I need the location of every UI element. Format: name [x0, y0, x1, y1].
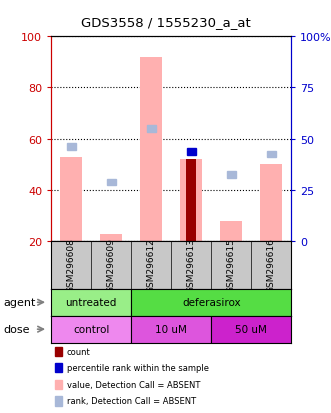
Bar: [211, 316, 291, 343]
Text: deferasirox: deferasirox: [182, 297, 241, 308]
Text: untreated: untreated: [66, 297, 117, 308]
Bar: [186, 160, 196, 242]
Text: GSM296608: GSM296608: [67, 238, 76, 293]
Bar: [140, 57, 162, 242]
Text: GSM296616: GSM296616: [267, 238, 276, 293]
Text: rank, Detection Call = ABSENT: rank, Detection Call = ABSENT: [67, 396, 196, 406]
Bar: [131, 316, 211, 343]
Text: 50 uM: 50 uM: [235, 324, 267, 335]
Bar: [180, 160, 202, 242]
Text: GSM296612: GSM296612: [147, 238, 156, 293]
Text: dose: dose: [3, 324, 30, 335]
Bar: [51, 316, 131, 343]
Text: value, Detection Call = ABSENT: value, Detection Call = ABSENT: [67, 380, 200, 389]
Bar: [147, 126, 156, 132]
Bar: [107, 180, 116, 186]
Text: 10 uM: 10 uM: [155, 324, 187, 335]
Text: GSM296613: GSM296613: [187, 238, 196, 293]
Bar: [60, 157, 82, 242]
Text: count: count: [67, 347, 91, 356]
Text: control: control: [73, 324, 110, 335]
Text: GSM296609: GSM296609: [107, 238, 116, 293]
Bar: [267, 152, 276, 158]
Bar: [131, 289, 291, 316]
Text: agent: agent: [3, 297, 36, 308]
Bar: [67, 144, 76, 150]
Text: GDS3558 / 1555230_a_at: GDS3558 / 1555230_a_at: [81, 16, 250, 29]
Bar: [227, 172, 236, 178]
Text: GSM296615: GSM296615: [227, 238, 236, 293]
Bar: [220, 221, 242, 242]
Bar: [51, 289, 131, 316]
Text: percentile rank within the sample: percentile rank within the sample: [67, 363, 209, 373]
Bar: [100, 234, 122, 242]
Bar: [260, 165, 282, 242]
Bar: [187, 149, 196, 155]
